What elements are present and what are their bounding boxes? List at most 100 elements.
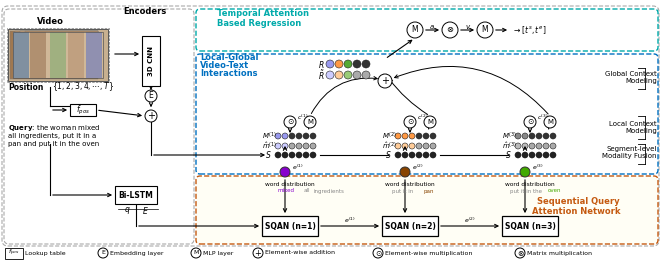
- Circle shape: [543, 152, 549, 158]
- Circle shape: [416, 133, 422, 139]
- Bar: [25, 31, 98, 73]
- Bar: [262, 216, 318, 236]
- Circle shape: [430, 133, 436, 139]
- Circle shape: [515, 152, 521, 158]
- Circle shape: [529, 143, 535, 149]
- Circle shape: [253, 248, 263, 258]
- Bar: [70, 104, 96, 116]
- Text: word distribution: word distribution: [385, 182, 435, 186]
- Bar: [68, 32, 84, 78]
- Circle shape: [296, 152, 302, 158]
- Text: Temporal Attention: Temporal Attention: [217, 10, 309, 18]
- Circle shape: [536, 152, 542, 158]
- Circle shape: [524, 116, 536, 128]
- Text: $M^{(2)}$: $M^{(2)}$: [382, 130, 397, 142]
- Text: $f_{pos}$: $f_{pos}$: [8, 248, 20, 258]
- Circle shape: [275, 133, 281, 139]
- Text: oven: oven: [548, 188, 561, 194]
- Circle shape: [550, 133, 556, 139]
- Circle shape: [344, 60, 352, 68]
- Circle shape: [423, 133, 429, 139]
- Text: Video-Text: Video-Text: [200, 62, 250, 70]
- Circle shape: [303, 133, 309, 139]
- Circle shape: [423, 152, 429, 158]
- Circle shape: [522, 133, 528, 139]
- Circle shape: [326, 60, 334, 68]
- Circle shape: [424, 116, 436, 128]
- Circle shape: [275, 152, 281, 158]
- Circle shape: [430, 152, 436, 158]
- Text: Lookup table: Lookup table: [25, 251, 66, 256]
- Circle shape: [303, 143, 309, 149]
- Circle shape: [310, 152, 316, 158]
- Circle shape: [378, 74, 392, 88]
- Text: +: +: [381, 76, 389, 86]
- Text: Element-wise addition: Element-wise addition: [265, 251, 335, 256]
- Bar: [502, 216, 558, 236]
- Circle shape: [353, 71, 361, 79]
- Text: $M^{(1)}$: $M^{(1)}$: [262, 130, 277, 142]
- Circle shape: [550, 143, 556, 149]
- Text: $f_{pos}$: $f_{pos}$: [76, 103, 90, 116]
- Text: E: E: [101, 251, 105, 256]
- Text: $E$: $E$: [142, 205, 148, 216]
- Text: SQAN (n=2): SQAN (n=2): [385, 221, 436, 230]
- Bar: [7, 28, 109, 82]
- Circle shape: [289, 143, 295, 149]
- Circle shape: [520, 167, 530, 177]
- Circle shape: [430, 143, 436, 149]
- Circle shape: [284, 116, 296, 128]
- Text: M: M: [193, 251, 199, 256]
- Bar: [10, 31, 98, 79]
- Bar: [13, 32, 103, 78]
- Circle shape: [373, 248, 383, 258]
- Text: $c^{(3)}$: $c^{(3)}$: [537, 112, 549, 122]
- Circle shape: [303, 152, 309, 158]
- Text: $M^{(3)}$: $M^{(3)}$: [502, 130, 517, 142]
- Text: 3D CNN: 3D CNN: [148, 46, 154, 76]
- Bar: [20, 31, 98, 75]
- Circle shape: [282, 152, 288, 158]
- Circle shape: [407, 22, 423, 38]
- Text: Embedding layer: Embedding layer: [110, 251, 164, 256]
- Text: $S$: $S$: [504, 149, 511, 161]
- Circle shape: [402, 143, 408, 149]
- Text: +: +: [147, 111, 155, 121]
- Circle shape: [280, 167, 290, 177]
- Bar: [115, 186, 157, 204]
- Circle shape: [442, 22, 458, 38]
- Text: $e^{(3)}$: $e^{(3)}$: [532, 162, 544, 172]
- Circle shape: [529, 133, 535, 139]
- Circle shape: [289, 133, 295, 139]
- Text: all ingredients, put it in a: all ingredients, put it in a: [8, 133, 96, 139]
- Circle shape: [362, 71, 370, 79]
- Circle shape: [536, 133, 542, 139]
- Circle shape: [191, 248, 201, 258]
- Text: $e^{(1)}$: $e^{(1)}$: [344, 215, 356, 225]
- Text: all: all: [304, 188, 310, 194]
- Bar: [86, 32, 102, 78]
- Text: $e^{(1)}$: $e^{(1)}$: [292, 162, 304, 172]
- Circle shape: [402, 152, 408, 158]
- Text: Position: Position: [8, 82, 44, 92]
- Text: Element-wise multiplication: Element-wise multiplication: [385, 251, 473, 256]
- Text: Interactions: Interactions: [200, 69, 258, 78]
- Circle shape: [353, 60, 361, 68]
- Text: Encoders: Encoders: [123, 7, 167, 16]
- FancyBboxPatch shape: [2, 6, 659, 246]
- Bar: [50, 32, 66, 78]
- Text: SQAN (n=1): SQAN (n=1): [265, 221, 315, 230]
- Circle shape: [515, 133, 521, 139]
- Text: ⊙: ⊙: [407, 117, 413, 126]
- Circle shape: [477, 22, 493, 38]
- Text: word distribution: word distribution: [505, 182, 555, 186]
- Circle shape: [296, 143, 302, 149]
- Text: $c^{(1)}$: $c^{(1)}$: [297, 112, 308, 122]
- Text: ⊙: ⊙: [527, 117, 533, 126]
- Text: ingredients: ingredients: [314, 188, 345, 194]
- Text: $e^{(2)}$: $e^{(2)}$: [464, 215, 476, 225]
- Text: M: M: [427, 119, 433, 125]
- Circle shape: [529, 152, 535, 158]
- Text: $\tilde{R}$: $\tilde{R}$: [318, 68, 325, 82]
- Bar: [15, 31, 98, 77]
